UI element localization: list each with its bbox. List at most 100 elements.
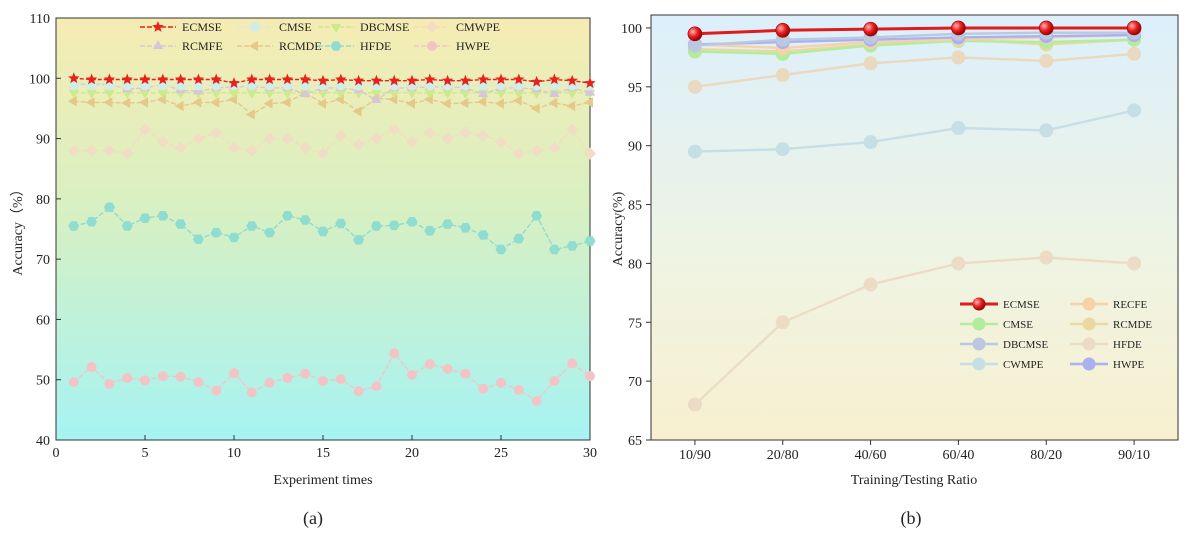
- chart-a-legend-marker-HFDE: [330, 41, 342, 51]
- chart-a-point-ECMSE: [174, 73, 187, 85]
- chart-a-point-HWPE: [318, 375, 328, 386]
- chart-a-point-HFDE: [459, 223, 471, 233]
- chart-a-point-HFDE: [281, 211, 293, 221]
- chart-a-point-HWPE: [531, 395, 542, 406]
- chart-a-point-DBCMSE: [211, 89, 222, 99]
- chart-a-point-ECMSE: [210, 73, 222, 85]
- chart-a-point-CMWPE: [299, 141, 312, 154]
- chart-a-xtick-label: 10: [227, 446, 241, 461]
- chart-b-line-HWPE: [694, 33, 1135, 46]
- chart-b-series-ECMSE: [687, 20, 1142, 42]
- chart-b-line-HFDE: [694, 256, 1135, 406]
- chart-a: 0 5 10 15 20 25 30 40 50 60 70 80 90 100 110 ECMSE CMSE…: [10, 12, 597, 488]
- chart-b-legend-marker-DBCMSE: [972, 337, 986, 351]
- chart-b-legend-marker-HWPE: [1082, 357, 1096, 371]
- chart-b-legend-marker-ECMSE: [972, 297, 986, 311]
- chart-a-point-DBCMSE: [282, 89, 293, 99]
- chart-b-point-ECMSE: [687, 26, 703, 42]
- chart-a-point-RCMDE: [566, 100, 576, 112]
- chart-b-point-ECMSE: [1038, 20, 1054, 36]
- chart-b-legend-label-ECMSE: ECMSE: [1003, 299, 1040, 311]
- chart-a-point-CMWPE: [530, 144, 543, 157]
- chart-a-point-ECMSE: [477, 73, 489, 85]
- chart-b-point-unlabeled: [951, 50, 966, 65]
- chart-b-ytick-label: 90: [628, 140, 642, 155]
- chart-a-point-RCMDE: [85, 97, 95, 108]
- chart-a-series: [67, 72, 596, 406]
- chart-a-point-RCMDE: [210, 97, 220, 108]
- chart-a-point-ECMSE: [299, 73, 311, 85]
- chart-a-point-HFDE: [370, 221, 382, 231]
- chart-a-point-ECMSE: [530, 75, 543, 87]
- chart-a-point-HWPE: [140, 375, 150, 386]
- chart-b-legend-marker-CWMPE: [972, 357, 986, 371]
- chart-a-point-RCMDE: [281, 97, 291, 108]
- chart-a-point-HWPE: [211, 385, 222, 396]
- chart-a-xtick-label: 5: [142, 446, 149, 461]
- chart-a-point-HFDE: [246, 221, 258, 231]
- chart-a-point-HWPE: [496, 377, 506, 388]
- chart-b-line-CWMPE: [694, 109, 1135, 153]
- chart-a-point-HWPE: [424, 359, 435, 370]
- chart-a-point-RCMDE: [174, 100, 184, 112]
- chart-a-point-CMWPE: [548, 141, 561, 154]
- chart-a-point-HWPE: [104, 378, 115, 389]
- chart-b-line-ECMSE: [694, 26, 1135, 36]
- chart-a-point-HFDE: [513, 233, 525, 244]
- chart-a-legend-label-RCMFE: RCMFE: [182, 39, 223, 53]
- chart-a-point-RCMDE: [263, 98, 273, 109]
- chart-a-point-RCMDE: [352, 106, 362, 117]
- chart-a-point-RCMDE: [103, 97, 113, 108]
- chart-a-point-HWPE: [175, 371, 186, 382]
- chart-b-ytick-label: 95: [628, 81, 642, 96]
- chart-a-point-CMWPE: [566, 123, 579, 136]
- chart-a-point-CMWPE: [584, 147, 596, 160]
- chart-a-point-DBCMSE: [104, 89, 115, 99]
- chart-b-ytick-label: 100: [621, 22, 642, 37]
- chart-b-point-HFDE: [863, 277, 878, 292]
- chart-a-point-RCMFE: [371, 94, 382, 103]
- chart-a-point-ECMSE: [68, 72, 80, 84]
- chart-a-point-RCMDE: [192, 97, 202, 108]
- chart-a-point-RCMDE: [67, 96, 77, 107]
- chart-a-point-CMWPE: [228, 141, 240, 154]
- chart-a-point-RCMDE: [548, 97, 558, 109]
- chart-a-point-ECMSE: [121, 73, 133, 85]
- chart-a-point-CMWPE: [477, 129, 490, 142]
- chart-b-point-CWMPE: [687, 144, 702, 159]
- chart-b-ytick-label: 75: [628, 316, 642, 331]
- chart-a-point-RCMDE: [584, 97, 593, 108]
- chart-a-point-HFDE: [406, 217, 418, 227]
- chart-a-point-CMWPE: [263, 132, 276, 145]
- chart-a-point-HFDE: [442, 219, 454, 229]
- chart-a-point-HWPE: [513, 384, 524, 395]
- chart-a-point-HFDE: [86, 217, 98, 227]
- chart-a-point-HFDE: [317, 226, 329, 237]
- chart-b-ytick-label: 65: [628, 434, 642, 449]
- chart-a-legend-label-CMSE: CMSE: [279, 20, 312, 34]
- chart-b-series-HFDE: [687, 250, 1142, 412]
- chart-b-legend-label-HFDE: HFDE: [1113, 339, 1142, 351]
- chart-b-legend-marker-CMSE: [972, 317, 986, 331]
- chart-a-point-HWPE: [193, 377, 204, 388]
- chart-a-point-RCMFE: [549, 88, 560, 97]
- chart-a-point-DBCMSE: [406, 89, 418, 99]
- chart-a-point-CMWPE: [459, 126, 472, 139]
- chart-b-point-unlabeled: [687, 79, 702, 94]
- chart-a-point-DBCMSE: [513, 89, 524, 99]
- chart-a-point-RCMDE: [441, 98, 451, 109]
- chart-a-legend-label-HFDE: HFDE: [360, 39, 391, 53]
- chart-a-point-HWPE: [300, 368, 311, 379]
- chart-a-point-HFDE: [495, 244, 507, 255]
- chart-a-point-HWPE: [229, 368, 239, 379]
- chart-b-point-unlabeled: [775, 68, 790, 83]
- chart-a-point-CMWPE: [423, 126, 436, 139]
- chart-a-legend-label-HWPE: HWPE: [456, 39, 490, 53]
- chart-a-point-DBCMSE: [567, 89, 578, 99]
- chart-a-point-CMWPE: [370, 132, 383, 145]
- chart-a-point-HWPE: [478, 383, 489, 394]
- chart-b-legend-label-HWPE: HWPE: [1113, 359, 1144, 371]
- chart-b-legend-marker-RCMDE: [1082, 317, 1096, 331]
- chart-a-ytick-label: 60: [36, 313, 50, 328]
- chart-a-point-HWPE: [157, 371, 168, 382]
